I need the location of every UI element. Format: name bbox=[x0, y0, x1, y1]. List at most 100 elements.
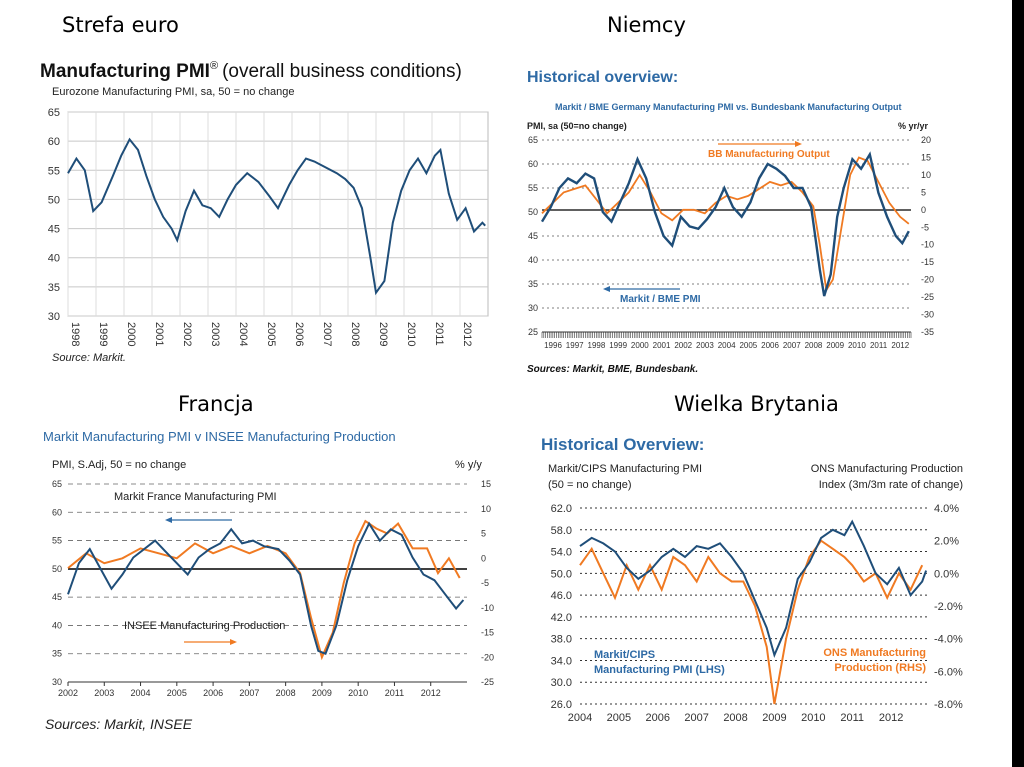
uk-y-tick: 34.0 bbox=[551, 655, 572, 667]
france-y-tick: 55 bbox=[52, 536, 62, 546]
germany-x-tick: 2002 bbox=[674, 341, 692, 350]
uk-y-tick: 50.0 bbox=[551, 568, 572, 580]
germany-x-tick: 2000 bbox=[631, 341, 649, 350]
france-y2-tick: 5 bbox=[481, 529, 486, 539]
france-y-tick: 35 bbox=[52, 649, 62, 659]
heading-germany: Niemcy bbox=[607, 13, 686, 37]
france-pmi-arrowhead bbox=[165, 517, 172, 523]
eurozone-subtitle: Eurozone Manufacturing PMI, sa, 50 = no … bbox=[52, 86, 294, 98]
uk-x-tick: 2006 bbox=[646, 712, 670, 724]
uk-right-axis-label-1: ONS Manufacturing Production bbox=[811, 463, 963, 475]
eurozone-y-tick: 45 bbox=[48, 224, 60, 236]
eurozone-x-tick: 2007 bbox=[321, 322, 333, 346]
uk-x-tick: 2004 bbox=[568, 712, 592, 724]
germany-y2-tick: -5 bbox=[921, 222, 929, 232]
eurozone-x-tick: 1999 bbox=[97, 322, 109, 346]
eurozone-source: Source: Markit. bbox=[52, 352, 126, 364]
uk-x-tick: 2008 bbox=[723, 712, 747, 724]
eurozone-title: Manufacturing PMI® (overall business cond… bbox=[40, 60, 462, 82]
france-y2-tick: -25 bbox=[481, 677, 494, 687]
eurozone-y-tick: 60 bbox=[48, 136, 60, 148]
germany-y-tick: 55 bbox=[528, 183, 538, 193]
france-insee-line bbox=[67, 519, 461, 661]
eurozone-x-tick: 2009 bbox=[377, 322, 389, 346]
germany-y-tick: 25 bbox=[528, 327, 538, 337]
germany-x-tick: 2004 bbox=[718, 341, 736, 350]
chart-france: Markit Manufacturing PMI v INSEE Manufac… bbox=[43, 429, 494, 732]
germany-y2-tick: -20 bbox=[921, 275, 934, 285]
germany-y-tick: 50 bbox=[528, 207, 538, 217]
france-x-tick: 2012 bbox=[421, 688, 441, 698]
germany-right-axis-label: % yr/yr bbox=[898, 121, 929, 131]
eurozone-y-tick: 30 bbox=[48, 311, 60, 323]
germany-y-tick: 45 bbox=[528, 231, 538, 241]
germany-y-tick: 60 bbox=[528, 159, 538, 169]
germany-x-tick: 2001 bbox=[653, 341, 671, 350]
eurozone-y-tick: 55 bbox=[48, 165, 60, 177]
france-y-tick: 30 bbox=[52, 677, 62, 687]
eurozone-x-tick: 2000 bbox=[125, 322, 137, 346]
france-source: Sources: Markit, INSEE bbox=[45, 716, 193, 732]
germany-x-tick: 2011 bbox=[870, 341, 888, 350]
eurozone-y-tick: 50 bbox=[48, 194, 60, 206]
germany-bb-arrowhead bbox=[795, 141, 802, 147]
eurozone-x-tick: 2008 bbox=[349, 322, 361, 346]
france-x-tick: 2006 bbox=[203, 688, 223, 698]
eurozone-x-tick: 2006 bbox=[293, 322, 305, 346]
france-x-tick: 2008 bbox=[276, 688, 296, 698]
france-insee-arrowhead bbox=[230, 639, 237, 645]
uk-x-tick: 2009 bbox=[762, 712, 786, 724]
uk-y2-tick: -6.0% bbox=[934, 666, 963, 678]
france-x-tick: 2010 bbox=[348, 688, 368, 698]
eurozone-x-tick: 2004 bbox=[237, 322, 249, 346]
uk-y2-tick: -4.0% bbox=[934, 634, 963, 646]
germany-y2-tick: 10 bbox=[921, 170, 931, 180]
uk-y-tick: 62.0 bbox=[551, 503, 572, 515]
germany-y2-tick: -35 bbox=[921, 327, 934, 337]
germany-y-tick: 40 bbox=[528, 255, 538, 265]
eurozone-y-tick: 65 bbox=[48, 107, 60, 119]
uk-left-axis-label-1: Markit/CIPS Manufacturing PMI bbox=[548, 463, 702, 475]
uk-y2-tick: -2.0% bbox=[934, 601, 963, 613]
germany-x-tick: 2008 bbox=[805, 341, 823, 350]
heading-uk: Wielka Brytania bbox=[674, 392, 839, 416]
eurozone-x-tick: 1998 bbox=[69, 322, 81, 346]
chart-uk: Historical Overview: Markit/CIPS Manufac… bbox=[541, 435, 963, 724]
germany-y2-tick: -30 bbox=[921, 310, 934, 320]
eurozone-x-tick: 2011 bbox=[433, 322, 445, 346]
eurozone-x-tick: 2012 bbox=[461, 322, 473, 346]
germany-y2-tick: 5 bbox=[921, 187, 926, 197]
germany-x-tick: 2010 bbox=[848, 341, 866, 350]
uk-y-tick: 26.0 bbox=[551, 699, 572, 711]
france-pmi-label: Markit France Manufacturing PMI bbox=[114, 491, 277, 503]
uk-y2-tick: -8.0% bbox=[934, 699, 963, 711]
uk-y-tick: 58.0 bbox=[551, 525, 572, 537]
france-y2-tick: 10 bbox=[481, 504, 491, 514]
france-x-tick: 2005 bbox=[167, 688, 187, 698]
france-title: Markit Manufacturing PMI v INSEE Manufac… bbox=[43, 429, 396, 444]
germany-pmi-arrowhead bbox=[603, 286, 610, 292]
germany-y2-tick: 15 bbox=[921, 152, 931, 162]
germany-bb-label: BB Manufacturing Output bbox=[708, 149, 830, 160]
eurozone-x-tick: 2003 bbox=[209, 322, 221, 346]
chart-germany: Historical overview: Markit / BME German… bbox=[527, 69, 934, 375]
uk-y2-tick: 2.0% bbox=[934, 536, 959, 548]
france-y-tick: 60 bbox=[52, 507, 62, 517]
germany-pmi-line bbox=[540, 151, 910, 297]
eurozone-x-tick: 2001 bbox=[153, 322, 165, 346]
uk-y-tick: 30.0 bbox=[551, 677, 572, 689]
france-y2-tick: -20 bbox=[481, 652, 494, 662]
germany-y2-tick: -25 bbox=[921, 292, 934, 302]
france-y-tick: 45 bbox=[52, 592, 62, 602]
uk-pmi-line bbox=[579, 519, 928, 658]
germany-y2-tick: 20 bbox=[921, 135, 931, 145]
germany-x-tick: 1996 bbox=[544, 341, 562, 350]
eurozone-pmi-line bbox=[67, 137, 486, 296]
germany-y2-tick: -10 bbox=[921, 240, 934, 250]
uk-ons-line bbox=[579, 539, 924, 705]
chart-eurozone: Manufacturing PMI® (overall business cond… bbox=[40, 60, 489, 364]
germany-x-tick: 1999 bbox=[609, 341, 627, 350]
germany-title: Historical overview: bbox=[527, 69, 678, 86]
uk-title: Historical Overview: bbox=[541, 435, 704, 454]
